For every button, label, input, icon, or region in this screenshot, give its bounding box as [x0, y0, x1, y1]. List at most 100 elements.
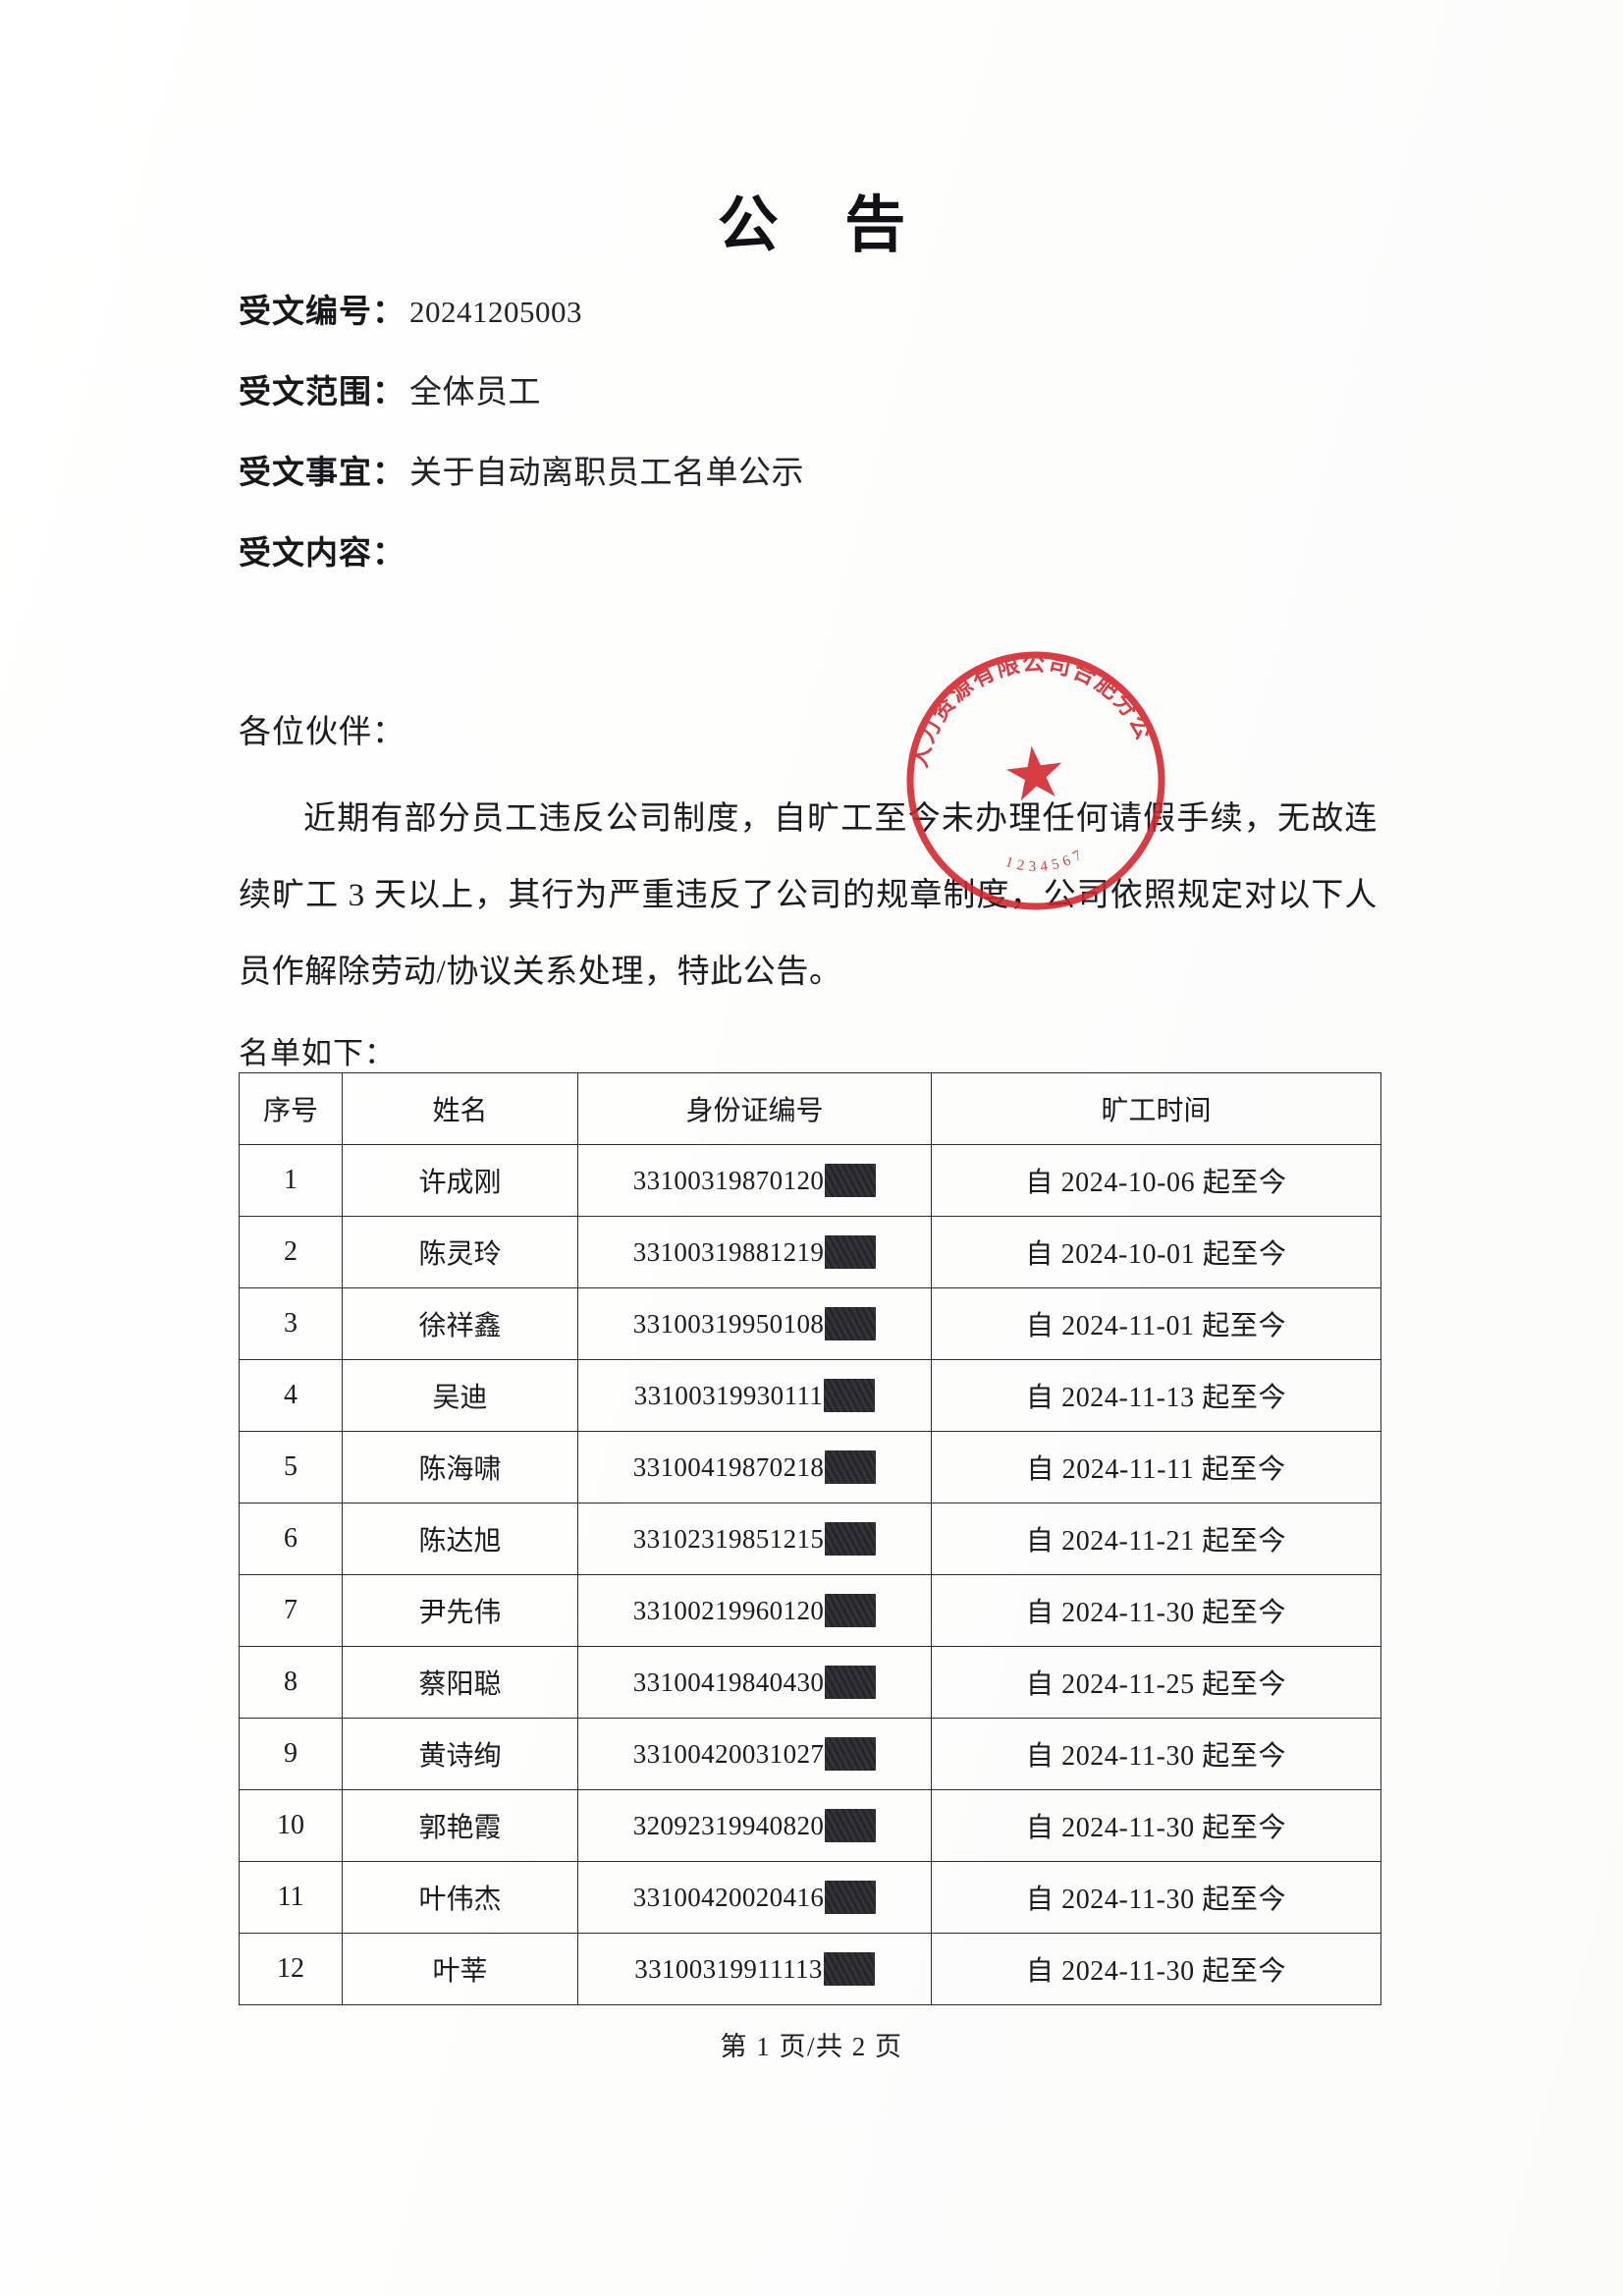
cell-index: 7	[239, 1574, 343, 1647]
id-number-text: 33100319950108	[632, 1308, 825, 1339]
roster-table-body: 1 许成刚 33100319870120 自 2024-10-06 起至今 2 陈灵玲 33…	[239, 1144, 1381, 2005]
redaction-bar	[825, 1235, 877, 1269]
page-footer: 第 1 页/共 2 页	[720, 2032, 903, 2061]
cell-absence-period: 自 2024-11-25 起至今	[931, 1646, 1381, 1719]
table-row: 12 叶莘 33100319911113 自 2024-11-30 起至今	[239, 1933, 1381, 2005]
cell-index: 8	[239, 1646, 343, 1719]
cell-id-number: 32092319940820	[577, 1789, 932, 1862]
id-number-text: 32092319940820	[632, 1810, 825, 1840]
meta-field-document-number: 受文编号： 20241205003	[239, 285, 1417, 365]
cell-index: 10	[239, 1789, 343, 1862]
cell-index: 1	[239, 1144, 343, 1217]
table-row: 6 陈达旭 33102319851215 自 2024-11-21 起至今	[239, 1503, 1381, 1575]
redaction-bar	[825, 1666, 877, 1699]
cell-absence-period: 自 2024-10-06 起至今	[931, 1144, 1381, 1217]
cell-id-number: 33100319870120	[577, 1144, 932, 1217]
cell-employee-name: 叶伟杰	[342, 1861, 578, 1934]
table-row: 7 尹先伟 33100219960120 自 2024-11-30 起至今	[239, 1574, 1381, 1647]
cell-id-number: 33100319930111	[577, 1359, 932, 1432]
cell-id-number: 33100319881219	[577, 1216, 932, 1288]
redaction-bar	[825, 1307, 877, 1340]
meta-label: 受文内容：	[239, 536, 406, 572]
meta-value: 20241205003	[409, 295, 582, 329]
cell-employee-name: 蔡阳聪	[342, 1646, 578, 1719]
cell-employee-name: 尹先伟	[342, 1574, 578, 1647]
body-paragraph: 近期有部分员工违反公司制度，自旷工至今未办理任何请假手续，无故连续旷工 3 天以…	[239, 801, 1378, 990]
cell-id-number: 33100219960120	[577, 1574, 932, 1647]
column-header-index: 序号	[239, 1072, 343, 1145]
cell-absence-period: 自 2024-11-21 起至今	[931, 1503, 1381, 1575]
id-number-text: 33100319911113	[634, 1953, 823, 1984]
redaction-bar	[825, 1881, 877, 1914]
meta-field-list: 受文编号： 20241205003 受文范围： 全体员工 受文事宜： 关于自动离…	[239, 285, 1417, 607]
cell-employee-name: 许成刚	[342, 1144, 578, 1217]
meta-field-subject: 受文事宜： 关于自动离职员工名单公示	[239, 446, 1417, 526]
meta-value: 关于自动离职员工名单公示	[409, 456, 804, 491]
redaction-bar	[825, 1450, 877, 1484]
cell-employee-name: 郭艳霞	[342, 1789, 578, 1862]
table-header-row: 序号 姓名 身份证编号 旷工时间	[239, 1072, 1381, 1145]
column-header-id-number: 身份证编号	[577, 1072, 932, 1145]
cell-id-number: 33100420020416	[577, 1861, 932, 1934]
cell-absence-period: 自 2024-11-01 起至今	[931, 1287, 1381, 1360]
cell-index: 6	[239, 1503, 343, 1575]
table-row: 5 陈海啸 33100419870218 自 2024-11-11 起至今	[239, 1431, 1381, 1503]
cell-employee-name: 叶莘	[342, 1933, 578, 2005]
cell-id-number: 33100319950108	[577, 1287, 932, 1360]
cell-employee-name: 吴迪	[342, 1359, 578, 1432]
redaction-bar	[824, 1379, 876, 1412]
cell-id-number: 33100419870218	[577, 1431, 932, 1503]
cell-absence-period: 自 2024-11-11 起至今	[931, 1431, 1381, 1503]
redaction-bar	[825, 1164, 877, 1197]
cell-index: 5	[239, 1431, 343, 1503]
cell-index: 12	[239, 1933, 343, 2005]
cell-absence-period: 自 2024-11-30 起至今	[931, 1789, 1381, 1862]
redaction-bar	[825, 1594, 877, 1627]
id-number-text: 33100420031027	[632, 1738, 825, 1769]
id-number-text: 33100420020416	[632, 1882, 825, 1912]
id-number-text: 33100219960120	[632, 1595, 825, 1625]
salutation: 各位伙伴：	[239, 715, 406, 750]
meta-value: 全体员工	[409, 375, 541, 410]
cell-absence-period: 自 2024-11-30 起至今	[931, 1718, 1381, 1790]
cell-absence-period: 自 2024-11-13 起至今	[931, 1359, 1381, 1432]
meta-field-scope: 受文范围： 全体员工	[239, 365, 1417, 446]
cell-employee-name: 徐祥鑫	[342, 1287, 578, 1360]
meta-label: 受文事宜：	[239, 456, 406, 491]
table-row: 10 郭艳霞 32092319940820 自 2024-11-30 起至今	[239, 1789, 1381, 1862]
column-header-absence-period: 旷工时间	[931, 1072, 1381, 1145]
cell-absence-period: 自 2024-11-30 起至今	[931, 1861, 1381, 1934]
cell-employee-name: 陈海啸	[342, 1431, 578, 1503]
cell-absence-period: 自 2024-11-30 起至今	[931, 1933, 1381, 2005]
cell-absence-period: 自 2024-11-30 起至今	[931, 1574, 1381, 1647]
roster-table-wrapper: 序号 姓名 身份证编号 旷工时间 1 许成刚 33100319870120 自 202…	[239, 1072, 1381, 2005]
cell-id-number: 33100420031027	[577, 1718, 932, 1790]
id-number-text: 33100319870120	[632, 1165, 825, 1195]
redaction-bar	[825, 1522, 877, 1556]
redaction-bar	[825, 1809, 877, 1842]
cell-index: 4	[239, 1359, 343, 1432]
list-intro-text: 名单如下：	[239, 1036, 396, 1070]
table-row: 3 徐祥鑫 33100319950108 自 2024-11-01 起至今	[239, 1287, 1381, 1360]
cell-absence-period: 自 2024-10-01 起至今	[931, 1216, 1381, 1288]
table-row: 9 黄诗绚 33100420031027 自 2024-11-30 起至今	[239, 1718, 1381, 1790]
page-title: 公 告	[717, 192, 932, 259]
id-number-text: 33100419840430	[632, 1667, 825, 1697]
meta-label: 受文编号：	[239, 295, 406, 330]
table-row: 4 吴迪 33100319930111 自 2024-11-13 起至今	[239, 1359, 1381, 1432]
table-row: 11 叶伟杰 33100420020416 自 2024-11-30 起至今	[239, 1861, 1381, 1934]
id-number-text: 33100319930111	[633, 1380, 824, 1410]
cell-index: 9	[239, 1718, 343, 1790]
table-row: 8 蔡阳聪 33100419840430 自 2024-11-25 起至今	[239, 1646, 1381, 1719]
meta-field-content: 受文内容：	[239, 526, 1417, 607]
cell-employee-name: 陈达旭	[342, 1503, 578, 1575]
cell-id-number: 33102319851215	[577, 1503, 932, 1575]
meta-label: 受文范围：	[239, 375, 406, 410]
id-number-text: 33100319881219	[632, 1236, 825, 1267]
id-number-text: 33100419870218	[632, 1451, 825, 1482]
cell-employee-name: 黄诗绚	[342, 1718, 578, 1790]
table-row: 2 陈灵玲 33100319881219 自 2024-10-01 起至今	[239, 1216, 1381, 1288]
cell-id-number: 33100419840430	[577, 1646, 932, 1719]
table-row: 1 许成刚 33100319870120 自 2024-10-06 起至今	[239, 1144, 1381, 1217]
